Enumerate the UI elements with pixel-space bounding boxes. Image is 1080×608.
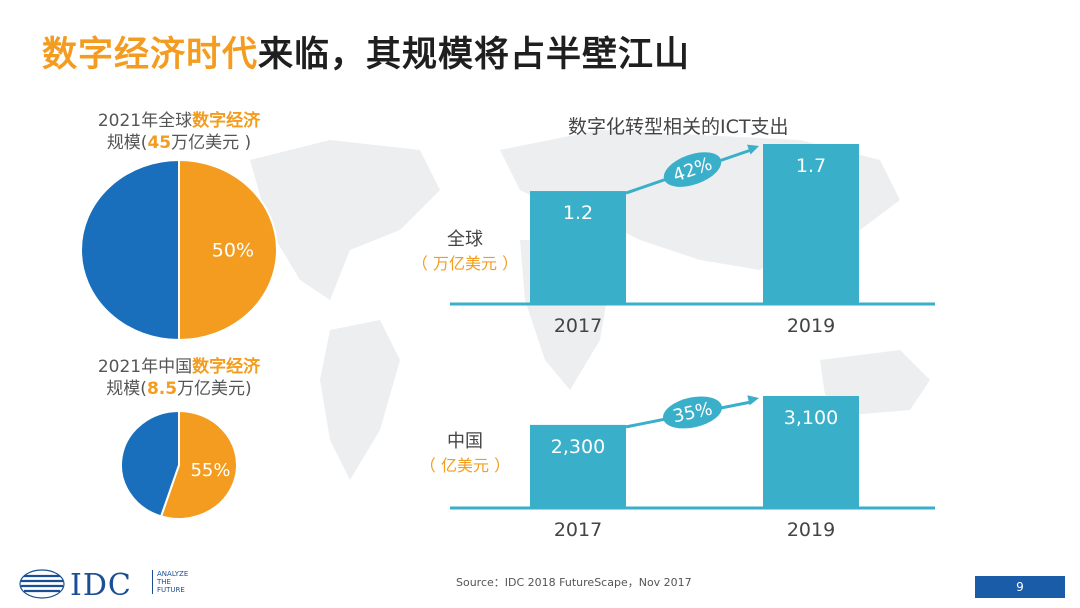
- global-pie-slice-label-0: 50%: [212, 240, 254, 262]
- china-unit-label: 中国 （ 亿美元 ）: [419, 431, 511, 475]
- source-note: Source：IDC 2018 FutureScape，Nov 2017: [456, 576, 692, 589]
- global-ict-bar-label-2019: 1.7: [796, 155, 826, 177]
- china-ict-growth-badge-bg: [663, 396, 722, 429]
- idc-logo-text: IDC: [70, 568, 132, 603]
- global-pie-slice-0: [178, 158, 278, 342]
- global-ict-year-2019: 2019: [787, 315, 835, 337]
- china-pie-slice-label-0: 55%: [190, 460, 230, 481]
- page-title: 数字经济时代来临，其规模将占半壁江山: [42, 35, 691, 75]
- idc-globe-icon: [19, 569, 65, 599]
- china-ict-growth-arrowhead: [747, 395, 759, 406]
- global-ict-growth-badge: 42%: [663, 152, 722, 187]
- china-pie-chart: 55%: [120, 409, 238, 520]
- ict-chart-title: 数字化转型相关的ICT支出: [568, 116, 789, 138]
- china-ict-bar-2017: [530, 424, 626, 508]
- global-ict-growth-badge-bg: [663, 152, 722, 187]
- page-number: 9: [975, 576, 1065, 598]
- global-ict-year-2017: 2017: [554, 315, 602, 337]
- china-pie-caption: 2021年中国数字经济 规模(8.5万亿美元): [97, 357, 261, 399]
- global-pie-caption: 2021年全球数字经济 规模(45万亿美元 ): [97, 111, 261, 153]
- global-pie-chart: 50%: [80, 158, 278, 342]
- china-ict-bar-label-2019: 3,100: [784, 407, 838, 429]
- global-ict-bar-2019: [763, 144, 859, 304]
- china-pie-slice-1: [120, 409, 180, 518]
- global-ict-bar-2017: [530, 191, 626, 304]
- china-ict-year-2019: 2019: [787, 519, 835, 541]
- china-ict-bar-label-2017: 2,300: [551, 436, 605, 458]
- global-unit-label: 全球 （ 万亿美元 ）: [411, 229, 519, 273]
- china-ict-growth-badge: 35%: [663, 396, 722, 429]
- china-ict-bar-2019: [763, 396, 859, 508]
- idc-tagline: ANALYZE THE FUTURE: [152, 570, 188, 594]
- global-ict-bar-label-2017: 1.2: [563, 202, 593, 224]
- global-pie-slice-1: [80, 158, 180, 342]
- china-pie-slice-0: [159, 409, 238, 520]
- china-ict-year-2017: 2017: [554, 519, 602, 541]
- global-ict-growth-arrowhead: [747, 144, 759, 155]
